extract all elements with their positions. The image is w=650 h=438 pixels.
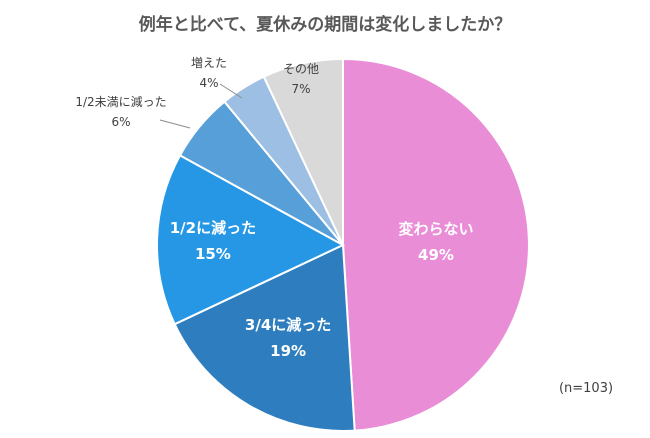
leader-line-increased	[219, 83, 243, 99]
slice-label-increased: 増えた	[191, 56, 227, 70]
slice-labels: 変わらない 49% 3/4に減った 19% 1/2に減った 15% 1/2未満に減った 6% 増…	[75, 56, 473, 360]
chart-title: 例年と比べて、夏休みの期間は変化しましたか？	[139, 14, 511, 35]
slice-label-unchanged: 変わらない	[398, 220, 473, 238]
pie-slice-other	[262, 57, 344, 246]
pie-slices	[156, 57, 530, 432]
pie-slice-reduced-half	[156, 154, 346, 326]
sample-size-note: (n=103)	[559, 381, 613, 396]
slice-label-reduced-less-than-half: 1/2未満に減った	[75, 94, 166, 109]
leader-lines	[159, 83, 243, 129]
slice-value-unchanged: 49%	[418, 246, 454, 264]
slice-value-reduced-half: 15%	[195, 245, 231, 263]
slice-label-other: その他	[283, 62, 319, 76]
pie-slice-unchanged	[342, 57, 530, 432]
slice-value-reduced-less-than-half: 6%	[111, 115, 130, 129]
slice-value-reduced-three-quarters: 19%	[270, 342, 306, 360]
slice-label-reduced-three-quarters: 3/4に減った	[245, 316, 331, 334]
slice-label-reduced-half: 1/2に減った	[170, 219, 256, 237]
slice-value-increased: 4%	[199, 76, 218, 90]
slice-value-other: 7%	[291, 82, 310, 96]
pie-slice-reduced-three-quarters	[173, 243, 356, 432]
leader-line-reduced-less-than-half	[159, 119, 191, 129]
